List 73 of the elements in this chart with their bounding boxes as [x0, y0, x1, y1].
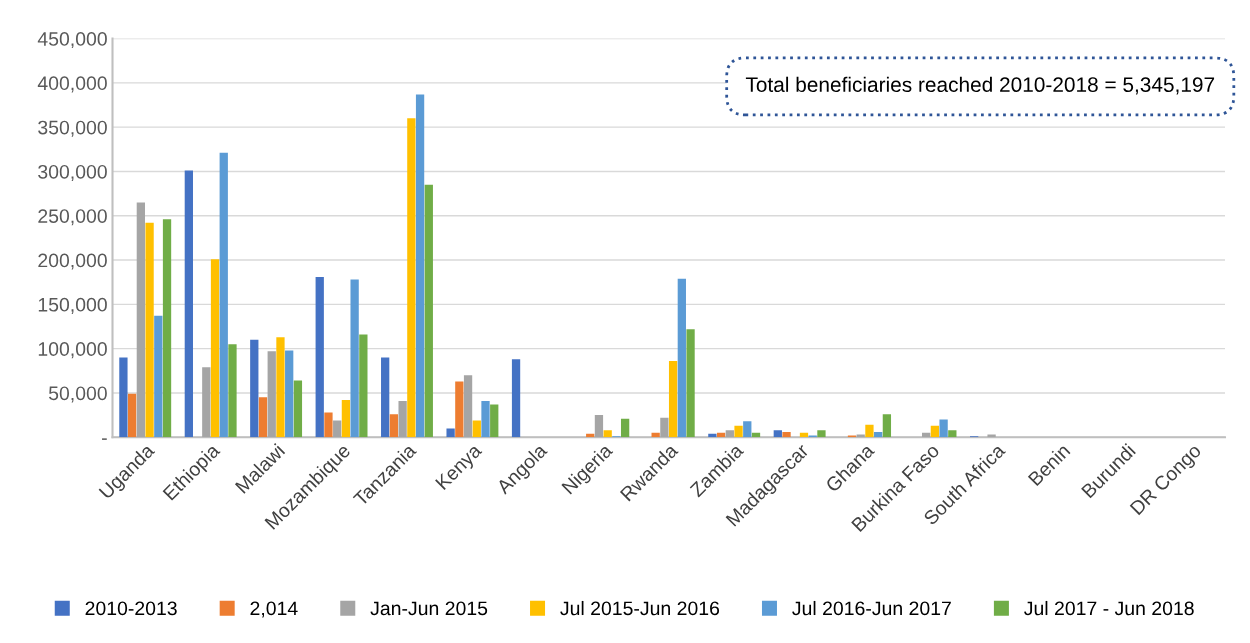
bar — [398, 400, 407, 438]
bar — [333, 420, 342, 438]
bar — [708, 433, 717, 438]
bar — [455, 381, 464, 438]
bar — [930, 425, 940, 438]
bar — [817, 430, 826, 438]
legend-label: Jul 2016-Jun 2017 — [792, 600, 951, 616]
y-tick-label: 300,000 — [38, 164, 107, 181]
bar — [145, 222, 154, 438]
bar — [734, 425, 743, 438]
bar — [882, 414, 892, 438]
bar — [293, 380, 303, 438]
bar — [136, 202, 145, 438]
bar — [743, 421, 752, 438]
y-tick-label: 50,000 — [48, 386, 107, 403]
bar — [948, 430, 957, 438]
bar — [660, 417, 669, 438]
bar — [324, 412, 333, 438]
bar — [481, 400, 490, 438]
bar — [315, 276, 324, 438]
y-tick-label: - — [102, 438, 107, 440]
bar — [424, 184, 433, 438]
bar — [415, 94, 425, 438]
bar — [677, 278, 686, 438]
bar — [939, 419, 948, 438]
bar — [865, 424, 874, 438]
bar — [219, 152, 228, 438]
legend-label: 2010-2013 — [85, 601, 177, 616]
bar — [341, 400, 351, 438]
bar — [258, 397, 268, 438]
bar — [359, 334, 368, 438]
bar — [228, 344, 237, 438]
y-tick-label: 150,000 — [38, 297, 107, 314]
bar — [202, 367, 211, 438]
y-tick-label: 350,000 — [38, 120, 107, 137]
bar — [511, 359, 521, 438]
bar — [472, 420, 481, 438]
bar — [276, 337, 285, 438]
bar — [389, 414, 399, 438]
bar — [686, 329, 695, 438]
bar — [162, 219, 172, 438]
bar — [446, 428, 455, 438]
legend-label: 2,014 — [250, 601, 298, 618]
legend-label: Jul 2015-Jun 2016 — [560, 600, 720, 616]
bar — [184, 170, 193, 438]
bar — [668, 361, 678, 438]
bar — [463, 375, 473, 438]
bar — [407, 118, 416, 438]
bar — [350, 279, 359, 438]
annotation: Total beneficiaries reached 2010-2018 = 5,345,197 — [745, 76, 1215, 95]
bar — [154, 315, 163, 438]
bar — [490, 404, 499, 438]
y-tick-label: 100,000 — [38, 342, 107, 359]
bar — [267, 351, 276, 438]
bar — [210, 259, 220, 438]
bar — [620, 418, 630, 438]
y-tick-label: 450,000 — [37, 32, 107, 49]
legend-label: Jul 2017 - Jun 2018 — [1024, 600, 1194, 616]
bar — [285, 350, 294, 438]
bar — [773, 430, 782, 438]
y-tick-label: 200,000 — [38, 253, 107, 270]
y-tick-label: 400,000 — [37, 76, 107, 93]
bar — [127, 393, 137, 438]
bar — [594, 415, 604, 438]
bar — [381, 357, 390, 438]
bar — [250, 339, 259, 438]
legend-label: Jan-Jun 2015 — [370, 601, 488, 616]
bar — [782, 431, 791, 438]
bar — [874, 431, 883, 438]
bar — [725, 430, 734, 438]
bar — [603, 430, 612, 438]
y-tick-label: 250,000 — [38, 209, 107, 226]
bar — [119, 357, 128, 438]
